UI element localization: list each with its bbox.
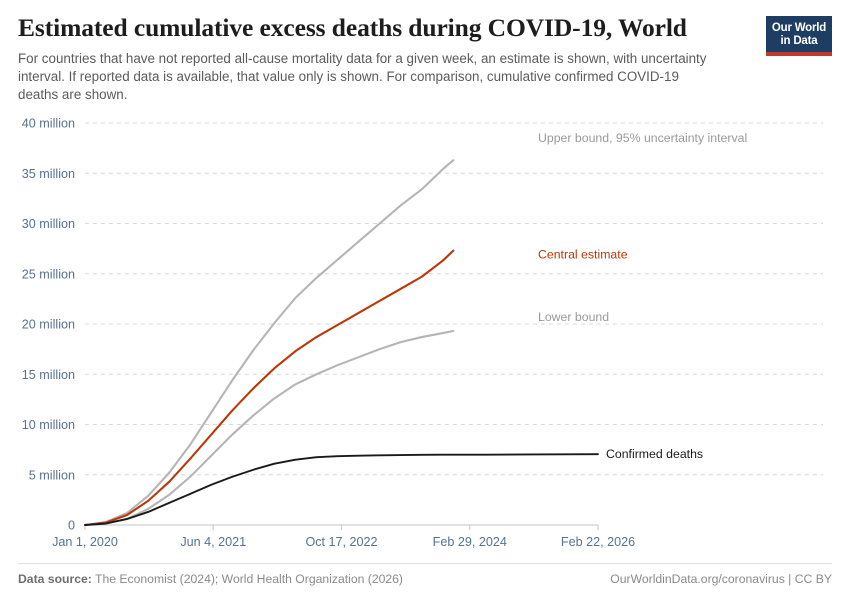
- line-chart-svg: 0 5 million 10 million 15 million 20 million…: [22, 116, 823, 549]
- x-axis-tick-label: Feb 29, 2024: [433, 535, 507, 549]
- owid-logo[interactable]: Our World in Data: [766, 16, 832, 56]
- y-axis-tick-label: 10 million: [22, 418, 75, 432]
- series-label-confirmed-deaths: Confirmed deaths: [606, 447, 703, 461]
- y-axis-tick-label: 30 million: [22, 217, 75, 231]
- x-axis-tick-label: Feb 22, 2026: [561, 535, 635, 549]
- gridlines: [85, 122, 823, 475]
- series-label-upper-bound-95-uncertainty-interval: Upper bound, 95% uncertainty interval: [538, 131, 747, 145]
- series-line-lower-bound: [83, 329, 455, 526]
- data-source-label: Data source:: [18, 572, 92, 586]
- data-source-value: The Economist (2024); World Health Organ…: [95, 572, 403, 586]
- x-axis-tick-label: Jun 4, 2021: [180, 535, 246, 549]
- series-line-confirmed-deaths: [84, 452, 599, 526]
- series-lines: [83, 158, 599, 526]
- chart-subtitle: For countries that have not reported all…: [18, 50, 707, 103]
- x-axis-tick-labels: Jan 1, 2020 Jun 4, 2021 Oct 17, 2022 Feb 29…: [52, 535, 635, 549]
- owid-logo-line2: in Data: [780, 34, 818, 47]
- series-label-lower-bound: Lower bound: [538, 310, 609, 324]
- y-axis-tick-label: 40 million: [22, 116, 75, 130]
- series-label-central-estimate: Central estimate: [538, 247, 628, 261]
- chart-header: Estimated cumulative excess deaths durin…: [18, 13, 832, 105]
- y-axis-tick-label: 20 million: [22, 317, 75, 331]
- attribution-link[interactable]: OurWorldinData.org/coronavirus | CC BY: [610, 572, 832, 586]
- data-source: Data source: The Economist (2024); World…: [18, 572, 403, 586]
- owid-logo-line1: Our World: [771, 22, 827, 34]
- y-axis-tick-label: 15 million: [22, 367, 75, 381]
- x-axis-tick-label: Oct 17, 2022: [305, 535, 377, 549]
- y-axis-tick-labels: 0 5 million 10 million 15 million 20 million…: [22, 116, 75, 532]
- series-labels: Upper bound, 95% uncertainty interval Cen…: [538, 131, 747, 461]
- chart-footer: Data source: The Economist (2024); World…: [18, 563, 832, 586]
- page-title: Estimated cumulative excess deaths durin…: [18, 13, 687, 42]
- y-axis-tick-label: 25 million: [22, 267, 75, 281]
- y-axis-tick-label: 5 million: [29, 468, 75, 482]
- chart-area: 0 5 million 10 million 15 million 20 million…: [18, 115, 832, 570]
- series-line-central-estimate: [83, 249, 455, 526]
- y-axis-tick-label: 35 million: [22, 166, 75, 180]
- x-axis-tick-label: Jan 1, 2020: [52, 535, 118, 549]
- header-text-block: Estimated cumulative excess deaths durin…: [18, 13, 708, 105]
- y-axis-tick-label: 0: [68, 518, 75, 532]
- series-line-upper-bound-95-uncertainty-interval: [83, 158, 455, 526]
- x-axis: [84, 524, 599, 530]
